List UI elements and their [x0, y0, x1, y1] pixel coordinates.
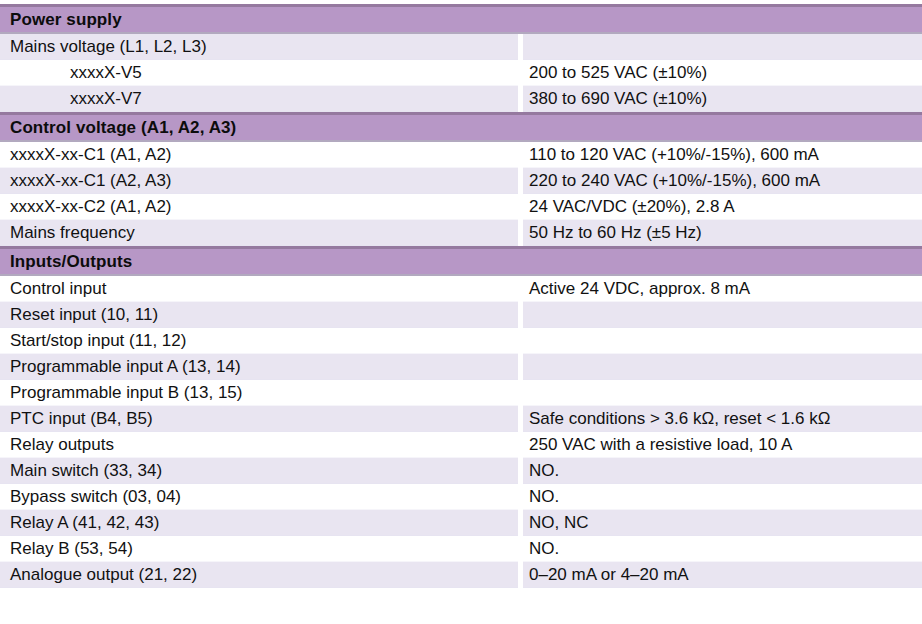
spec-value: 50 Hz to 60 Hz (±5 Hz): [523, 220, 922, 246]
spec-label: Start/stop input (11, 12): [0, 328, 518, 354]
table-row: xxxxX-xx-C1 (A2, A3) 220 to 240 VAC (+10…: [0, 168, 922, 194]
table-row: xxxxX-V5 200 to 525 VAC (±10%): [0, 60, 922, 86]
spec-value: 110 to 120 VAC (+10%/-15%), 600 mA: [523, 142, 922, 168]
section-header-control-voltage: Control voltage (A1, A2, A3): [0, 112, 922, 142]
table-row: Relay outputs 250 VAC with a resistive l…: [0, 432, 922, 458]
table-row: Programmable input A (13, 14): [0, 354, 922, 380]
spec-value: NO.: [523, 458, 922, 484]
spec-value: [523, 302, 922, 328]
spec-label: xxxxX-xx-C1 (A2, A3): [0, 168, 518, 194]
spec-value: 220 to 240 VAC (+10%/-15%), 600 mA: [523, 168, 922, 194]
spec-value: NO.: [523, 484, 922, 510]
table-row: xxxxX-xx-C2 (A1, A2) 24 VAC/VDC (±20%), …: [0, 194, 922, 220]
spec-value: 380 to 690 VAC (±10%): [523, 86, 922, 112]
table-row: Start/stop input (11, 12): [0, 328, 922, 354]
spec-label: Control input: [0, 276, 518, 302]
table-row: Relay B (53, 54) NO.: [0, 536, 922, 562]
table-row: Control input Active 24 VDC, approx. 8 m…: [0, 276, 922, 302]
spec-label: Mains voltage (L1, L2, L3): [0, 34, 518, 60]
spec-value: [523, 380, 922, 406]
spec-value: [523, 328, 922, 354]
spec-value: 250 VAC with a resistive load, 10 A: [523, 432, 922, 458]
table-row: xxxxX-V7 380 to 690 VAC (±10%): [0, 86, 922, 112]
table-row: Main switch (33, 34) NO.: [0, 458, 922, 484]
spec-label: xxxxX-V7: [0, 86, 518, 112]
spec-label: Main switch (33, 34): [0, 458, 518, 484]
spec-value: NO, NC: [523, 510, 922, 536]
table-row: xxxxX-xx-C1 (A1, A2) 110 to 120 VAC (+10…: [0, 142, 922, 168]
table-row: Programmable input B (13, 15): [0, 380, 922, 406]
spec-label: Analogue output (21, 22): [0, 562, 518, 588]
table-row: Relay A (41, 42, 43) NO, NC: [0, 510, 922, 536]
spec-label: Programmable input A (13, 14): [0, 354, 518, 380]
table-row: Mains voltage (L1, L2, L3): [0, 34, 922, 60]
spec-label: xxxxX-V5: [0, 60, 518, 86]
spec-label: PTC input (B4, B5): [0, 406, 518, 432]
spec-label: Relay outputs: [0, 432, 518, 458]
spec-label: Relay B (53, 54): [0, 536, 518, 562]
spec-value: 0–20 mA or 4–20 mA: [523, 562, 922, 588]
table-row: PTC input (B4, B5) Safe conditions > 3.6…: [0, 406, 922, 432]
spec-label: Reset input (10, 11): [0, 302, 518, 328]
spec-value: NO.: [523, 536, 922, 562]
spec-label: xxxxX-xx-C2 (A1, A2): [0, 194, 518, 220]
section-header-power-supply: Power supply: [0, 4, 922, 34]
table-row: Mains frequency 50 Hz to 60 Hz (±5 Hz): [0, 220, 922, 246]
spec-label: Bypass switch (03, 04): [0, 484, 518, 510]
spec-value: Active 24 VDC, approx. 8 mA: [523, 276, 922, 302]
section-header-inputs-outputs: Inputs/Outputs: [0, 246, 922, 276]
table-row: Bypass switch (03, 04) NO.: [0, 484, 922, 510]
spec-label: Mains frequency: [0, 220, 518, 246]
spec-value: [523, 34, 922, 60]
spec-value: 24 VAC/VDC (±20%), 2.8 A: [523, 194, 922, 220]
spec-value: 200 to 525 VAC (±10%): [523, 60, 922, 86]
table-row: Analogue output (21, 22) 0–20 mA or 4–20…: [0, 562, 922, 588]
spec-value: [523, 354, 922, 380]
spec-label: xxxxX-xx-C1 (A1, A2): [0, 142, 518, 168]
spec-label: Relay A (41, 42, 43): [0, 510, 518, 536]
spec-label: Programmable input B (13, 15): [0, 380, 518, 406]
spec-value: Safe conditions > 3.6 kΩ, reset < 1.6 kΩ: [523, 406, 922, 432]
table-row: Reset input (10, 11): [0, 302, 922, 328]
spec-table: Power supply Mains voltage (L1, L2, L3) …: [0, 0, 922, 588]
